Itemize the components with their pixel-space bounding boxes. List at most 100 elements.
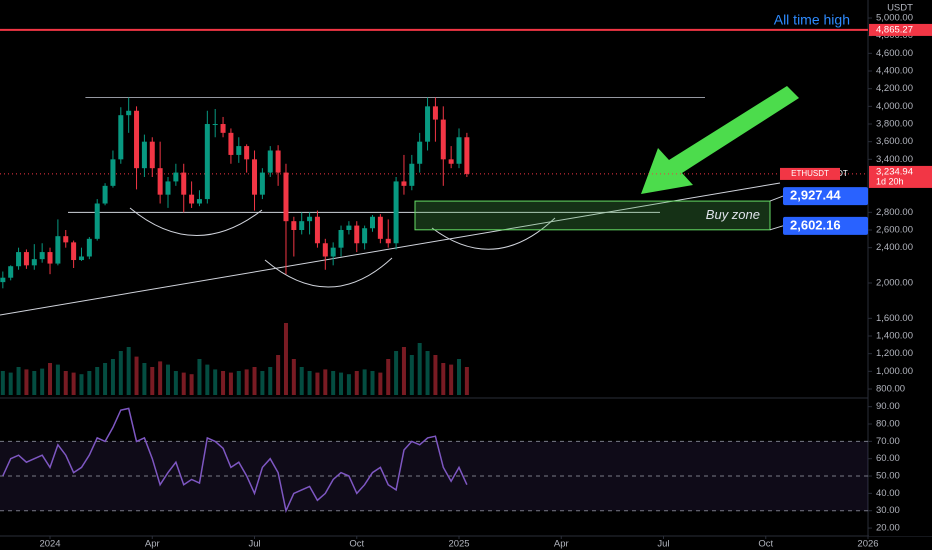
candle-body [196,199,202,204]
rsi-tick-label: 80.00 [876,419,900,430]
volume-bar [181,372,186,395]
volume-bar [103,363,108,395]
volume-bar [362,369,367,395]
volume-bar [48,363,53,395]
rsi-tick-label: 70.00 [876,436,900,447]
volume-bar [441,363,446,395]
volume-bar [166,364,170,395]
rsi-tick-label: 40.00 [876,488,900,499]
candle-body [23,252,29,266]
x-tick-label: Apr [554,539,569,550]
volume-bar [40,368,45,395]
volume-bar [158,361,163,395]
rsi-tick-label: 50.00 [876,471,900,482]
volume-bar [417,343,422,395]
x-tick-label: Oct [758,539,773,550]
candle-body [322,243,328,257]
candle-body [385,238,391,244]
x-tick-label: 2026 [857,539,878,550]
y-tick-label: 2,600.00 [876,225,913,236]
y-tick-label: 1,200.00 [876,348,913,359]
candle-body [71,242,77,261]
candle-body [141,141,147,169]
volume-bar [8,372,13,395]
candle-body [369,216,375,229]
y-tick-label: 4,600.00 [876,48,913,59]
zone-price-label: 2,927.44 [790,188,841,203]
candle-body [149,141,155,169]
volume-bar [457,359,462,395]
volume-bar [354,371,359,395]
candle-body [220,124,226,133]
volume-bar [268,367,273,395]
candle-body [63,236,69,243]
volume-bar [283,323,288,395]
countdown-label: 1d 20h [876,176,904,186]
candle-body [456,137,462,164]
volume-bar [63,371,68,395]
candle-body [244,146,250,160]
candle-body [86,238,92,257]
candle-body [204,124,210,200]
rsi-tick-label: 90.00 [876,401,900,412]
candle-body [47,252,53,264]
zone-price-box [783,187,868,206]
candle-body [102,185,108,204]
candle-body [173,172,179,182]
candle-body [267,150,273,173]
volume-bar [394,351,399,395]
price-axis [869,16,932,536]
y-tick-label: 2,000.00 [876,278,913,289]
arc [129,207,263,236]
volume-bar [252,367,257,395]
y-tick-label: 3,600.00 [876,136,913,147]
volume-bar [32,371,37,395]
candle-body [314,216,320,244]
last-price-label: 3,234.94 [876,166,913,177]
candle-body [78,256,84,261]
candle-body [362,228,368,244]
volume-bar [16,367,21,395]
candle-body [393,181,399,244]
zone-price-label: 2,602.16 [790,217,841,232]
candle-body [259,172,265,195]
y-tick-label: 4,200.00 [876,83,913,94]
volume-bar [299,367,304,395]
volume-bar [24,369,29,395]
x-tick-label: Apr [145,539,160,550]
candle-body [425,106,431,142]
y-tick-label: 4,000.00 [876,101,913,112]
zone-price-box [783,216,868,235]
y-tick-label: 4,400.00 [876,66,913,77]
currency-label: USDT [887,3,913,14]
volume-bar [118,351,123,395]
y-tick-label: 1,400.00 [876,331,913,342]
trend-line [0,182,781,316]
volume-bar [331,371,336,395]
volume-bar [276,355,281,395]
x-tick-label: Jul [248,539,260,550]
candle-body [401,181,407,186]
time-axis [0,537,932,550]
volume-bar [307,371,312,395]
volume-bar [291,359,296,395]
volume-bar [150,367,155,395]
ath-text: All time high [774,12,850,28]
y-tick-label: 1,600.00 [876,313,913,324]
volume-bar [213,369,218,395]
candle-body [110,159,116,186]
candle-body [346,225,352,231]
volume-bar [370,371,375,395]
volume-bar [110,359,115,395]
y-tick-label: 2,800.00 [876,207,913,218]
y-tick-label: 1,000.00 [876,366,913,377]
volume-bar [173,371,178,395]
candle-body [291,221,297,231]
candle-body [377,216,383,239]
candle-body [432,106,438,120]
candle-body [354,225,360,244]
volume-bar [142,363,147,395]
rsi-tick-label: 20.00 [876,523,900,534]
arrow [641,86,799,194]
